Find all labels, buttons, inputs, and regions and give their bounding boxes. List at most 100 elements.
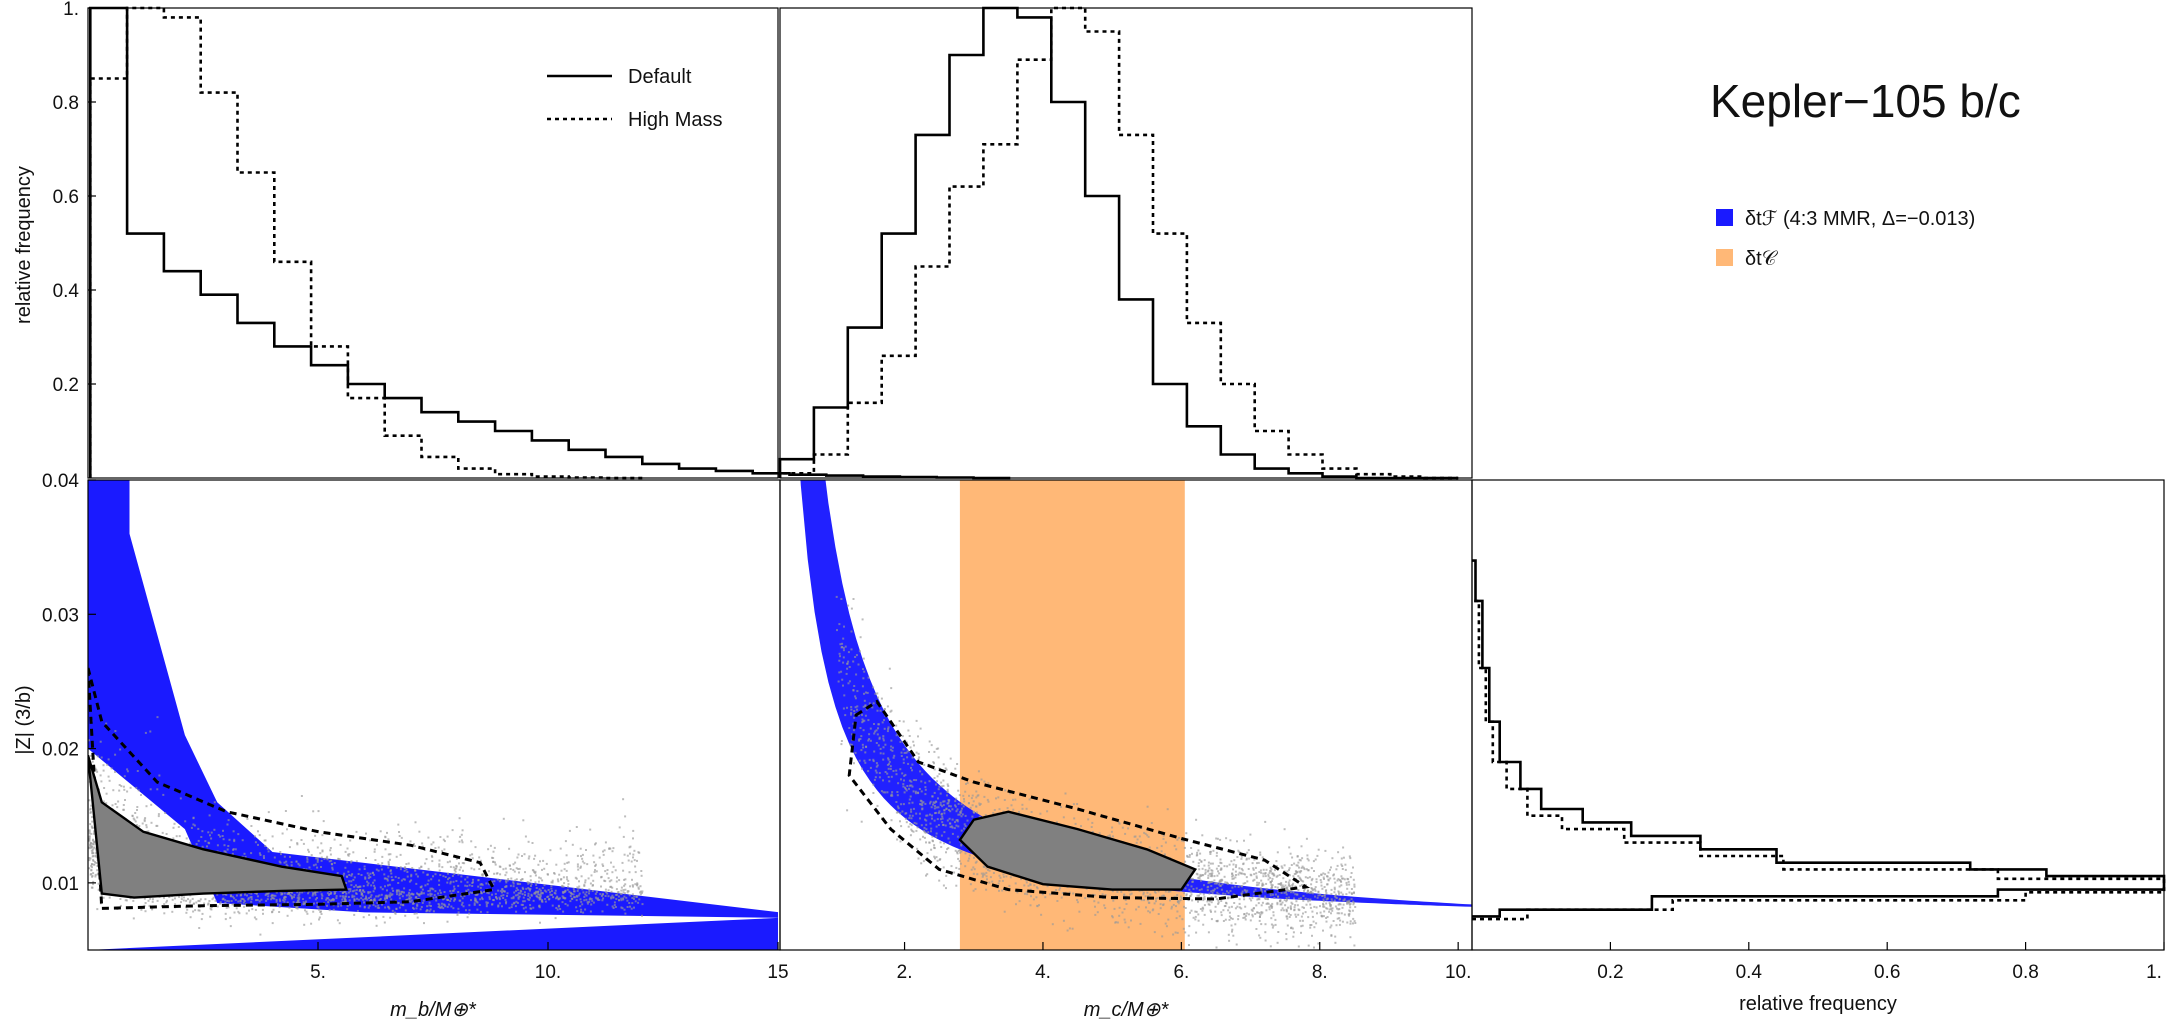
sample-point bbox=[353, 913, 356, 916]
sample-point bbox=[135, 786, 138, 789]
sample-point bbox=[462, 905, 465, 908]
sample-point bbox=[185, 899, 188, 902]
sample-point bbox=[906, 785, 909, 787]
sample-point bbox=[410, 875, 413, 878]
sample-point bbox=[982, 865, 985, 868]
sample-point bbox=[1116, 921, 1119, 924]
sample-point bbox=[908, 787, 910, 790]
sample-point bbox=[588, 892, 590, 895]
sample-point bbox=[923, 829, 925, 832]
sample-point bbox=[562, 910, 565, 913]
sample-point bbox=[944, 767, 947, 770]
sample-point bbox=[982, 872, 985, 875]
sample-point bbox=[365, 857, 367, 859]
sample-point bbox=[602, 865, 605, 867]
sample-point bbox=[88, 799, 91, 802]
sample-point bbox=[1135, 908, 1138, 911]
sample-point bbox=[1301, 919, 1304, 922]
sample-point bbox=[1231, 930, 1233, 933]
sample-point bbox=[641, 890, 644, 893]
sample-point bbox=[480, 873, 483, 876]
sample-point bbox=[924, 786, 927, 789]
sample-point bbox=[578, 885, 581, 888]
sample-point bbox=[429, 894, 432, 897]
sample-point bbox=[1222, 892, 1225, 895]
sample-point bbox=[328, 860, 331, 863]
sample-point bbox=[349, 904, 351, 907]
sample-point bbox=[103, 787, 106, 789]
sample-point bbox=[911, 801, 914, 804]
sample-point bbox=[369, 872, 372, 875]
sample-point bbox=[869, 739, 872, 742]
sample-point bbox=[145, 826, 148, 829]
sample-point bbox=[909, 823, 912, 825]
sample-point bbox=[271, 922, 274, 925]
sample-point bbox=[912, 830, 915, 833]
sample-point bbox=[316, 866, 319, 869]
sample-point bbox=[888, 667, 891, 670]
sample-point bbox=[88, 867, 91, 870]
sample-point bbox=[290, 909, 293, 912]
sample-point bbox=[887, 728, 890, 731]
sample-point bbox=[987, 782, 990, 785]
sample-point bbox=[1123, 918, 1126, 921]
sample-point bbox=[416, 875, 419, 878]
sample-point bbox=[456, 913, 459, 916]
sample-point bbox=[851, 733, 854, 736]
sample-point bbox=[341, 898, 344, 901]
sample-point bbox=[1303, 889, 1305, 892]
sample-point bbox=[231, 852, 234, 855]
sample-point bbox=[576, 886, 579, 889]
sample-point bbox=[403, 887, 406, 890]
sample-point bbox=[438, 869, 441, 872]
sample-point bbox=[1297, 945, 1300, 948]
sample-point bbox=[446, 861, 449, 864]
sample-point bbox=[1208, 872, 1211, 875]
sample-point bbox=[400, 890, 403, 893]
sample-point bbox=[343, 872, 346, 875]
sample-point bbox=[1094, 905, 1096, 908]
sample-point bbox=[493, 846, 496, 849]
sample-point bbox=[858, 759, 861, 762]
sample-point bbox=[136, 770, 139, 772]
sample-point bbox=[226, 848, 229, 851]
sample-point bbox=[1307, 898, 1310, 901]
sample-point bbox=[547, 873, 549, 876]
sample-point bbox=[1002, 873, 1005, 876]
sample-point bbox=[376, 843, 378, 846]
sample-point bbox=[1307, 859, 1310, 862]
sample-point bbox=[890, 745, 893, 748]
sample-point bbox=[1121, 911, 1124, 914]
sample-point bbox=[640, 870, 643, 872]
sample-point bbox=[620, 886, 623, 889]
sample-point bbox=[498, 880, 501, 883]
sample-point bbox=[417, 898, 420, 900]
sample-point bbox=[931, 839, 934, 842]
sample-point bbox=[882, 752, 885, 755]
sample-point bbox=[639, 893, 642, 896]
sample-point bbox=[491, 903, 494, 906]
sample-point bbox=[551, 879, 554, 882]
sample-point bbox=[1130, 892, 1133, 895]
sample-point bbox=[189, 842, 192, 845]
sample-point bbox=[514, 861, 517, 864]
sample-point bbox=[911, 769, 913, 772]
sample-point bbox=[949, 822, 952, 825]
sample-point bbox=[1281, 901, 1284, 904]
sample-point bbox=[318, 918, 320, 921]
sample-point bbox=[935, 811, 938, 814]
sample-point bbox=[296, 891, 299, 894]
sample-point bbox=[620, 906, 623, 909]
sample-point bbox=[441, 849, 444, 852]
sample-point bbox=[1142, 893, 1145, 896]
sample-point bbox=[1300, 866, 1303, 869]
sample-point bbox=[250, 892, 253, 895]
sample-point bbox=[290, 864, 293, 867]
sample-point bbox=[537, 880, 540, 883]
sample-point bbox=[471, 857, 474, 860]
sample-point bbox=[867, 739, 870, 742]
sample-point bbox=[1322, 903, 1325, 906]
sample-point bbox=[1238, 898, 1241, 901]
sample-point bbox=[427, 893, 430, 896]
sample-point bbox=[280, 853, 282, 856]
